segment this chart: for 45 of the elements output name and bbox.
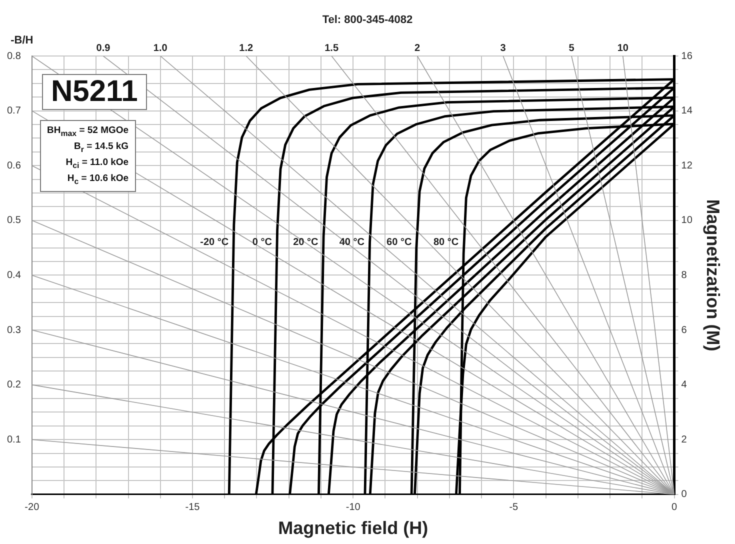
y-tick-label: 0.1 <box>6 434 22 446</box>
annotation: 0 °C <box>252 237 272 248</box>
y-tick-label: 0.8 <box>6 50 22 62</box>
annotation: 3 <box>500 42 506 54</box>
y-axis-title: -B/H <box>10 34 34 47</box>
x-tick-label: -5 <box>509 502 519 514</box>
y2-tick-label: 0 <box>681 489 688 500</box>
y2-tick-label: 8 <box>681 270 688 281</box>
annotation: 2 <box>414 42 421 54</box>
y2-tick-label: 4 <box>681 380 688 391</box>
annotation: -20 °C <box>200 237 229 248</box>
annotation: 0.9 <box>96 42 111 54</box>
y-tick-label: 0.6 <box>6 160 22 172</box>
x-tick-label: 0 <box>671 502 678 514</box>
annotation: 40 °C <box>339 237 364 248</box>
y2-tick-label: 6 <box>681 324 688 336</box>
y2-tick-label: 16 <box>681 50 693 62</box>
y-tick-label: 0.4 <box>6 270 22 281</box>
x-tick-label: -10 <box>346 502 361 514</box>
annotation: 5 <box>568 42 575 54</box>
annotation: B$_{r}$ = 14.5 kG <box>72 140 129 156</box>
y2-tick-label: 2 <box>681 434 688 446</box>
y2-axis-title: Magnetization (M) <box>703 199 724 352</box>
y-tick-label: 0.5 <box>6 215 22 226</box>
y-tick-label: 0.2 <box>6 380 22 391</box>
annotation: 10 <box>617 42 629 54</box>
x-tick-label: -15 <box>185 502 200 514</box>
annotation: 1.2 <box>239 42 254 54</box>
annotation: 1.0 <box>153 42 168 54</box>
annotation: 60 °C <box>386 237 412 248</box>
y-tick-label: 0.7 <box>6 106 22 117</box>
chart-subtitle: Tel: 800-345-4082 <box>321 14 414 26</box>
annotation: BH$_{max}$ = 52 MGOe <box>47 124 129 140</box>
annotation: 1.5 <box>324 42 339 54</box>
annotation: H$_{ci}$ = 11.0 kOe <box>64 156 129 172</box>
y-tick-label: 0.3 <box>6 324 22 336</box>
annotation: 80 °C <box>433 237 459 248</box>
annotation: H$_{c}$ = 10.6 kOe <box>66 172 129 188</box>
x-axis-title: Magnetic field (H) <box>278 518 428 538</box>
y2-tick-label: 14 <box>681 106 693 117</box>
annotation: 20 °C <box>293 237 318 248</box>
x-tick-label: -20 <box>24 502 40 514</box>
y2-tick-label: 10 <box>681 215 693 226</box>
y2-tick-label: 12 <box>681 160 693 172</box>
text: N5211 <box>42 74 147 110</box>
